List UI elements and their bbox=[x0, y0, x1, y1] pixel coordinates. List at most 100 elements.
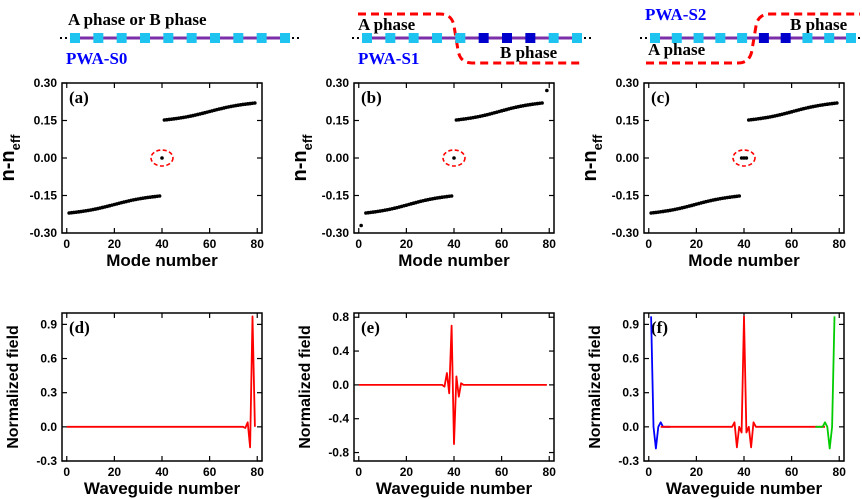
waveguide-site bbox=[455, 33, 466, 43]
schematic-phase-label-2: B phase bbox=[790, 15, 848, 34]
plot-frame bbox=[61, 312, 263, 462]
y-tick-label: 0.30 bbox=[616, 76, 640, 90]
panel-label: (e) bbox=[361, 318, 380, 337]
schematic-row: A phase or B phase PWA-S0 A phase B phas… bbox=[66, 5, 860, 68]
y-tick-label: 0.00 bbox=[616, 151, 640, 165]
x-tick-label: 40 bbox=[737, 465, 751, 479]
x-axis-label: Waveguide number bbox=[666, 479, 823, 498]
x-tick-label: 20 bbox=[690, 237, 704, 251]
x-tick-label: 0 bbox=[355, 465, 362, 479]
data-point bbox=[540, 101, 544, 105]
waveguide-site bbox=[70, 33, 80, 43]
chart-panel: 0 20 40 60 80 -0.30 -0.15 0.00 0.15 0.30 Mode numb… bbox=[579, 76, 846, 270]
x-tick-label: 40 bbox=[447, 237, 461, 251]
waveguide-site bbox=[846, 33, 856, 43]
field-line bbox=[358, 324, 547, 446]
waveguide-site bbox=[408, 33, 419, 43]
x-tick-label: 80 bbox=[543, 237, 557, 251]
x-tick-label: 80 bbox=[251, 237, 265, 251]
panel-label: (d) bbox=[69, 318, 90, 337]
schematic-phase-label: A phase bbox=[648, 40, 706, 59]
x-tick-label: 0 bbox=[63, 465, 70, 479]
y-tick-label: -0.3 bbox=[36, 454, 57, 468]
y-tick-label: 0.0 bbox=[332, 378, 349, 392]
zero-mode-highlight bbox=[732, 149, 756, 167]
y-tick-label: 0.4 bbox=[332, 344, 349, 358]
waveguide-site bbox=[693, 33, 704, 43]
waveguide-site bbox=[280, 33, 290, 43]
y-axis-label: n-neff bbox=[579, 134, 605, 182]
x-tick-label: 60 bbox=[495, 465, 509, 479]
y-axis-label: n-neff bbox=[289, 134, 315, 182]
data-point bbox=[449, 194, 454, 198]
x-tick-label: 60 bbox=[785, 237, 799, 251]
panel-label: (f) bbox=[651, 318, 668, 337]
y-tick-label: 0.3 bbox=[622, 386, 639, 400]
y-tick-label: 0.8 bbox=[332, 310, 349, 324]
x-tick-label: 80 bbox=[543, 465, 557, 479]
waveguide-site bbox=[210, 33, 220, 43]
data-point bbox=[744, 156, 749, 160]
waveguide-site bbox=[362, 33, 372, 43]
y-axis-label: Normalized field bbox=[297, 325, 314, 449]
chart-panel: 0 20 40 60 80 -0.30 -0.15 0.00 0.15 0.30 Mode numb… bbox=[289, 76, 556, 270]
y-tick-label: 0.6 bbox=[622, 352, 639, 366]
x-tick-label: 40 bbox=[447, 465, 461, 479]
waveguide-site bbox=[780, 33, 791, 43]
panel-label: (a) bbox=[69, 88, 89, 107]
x-tick-label: 0 bbox=[63, 237, 70, 251]
waveguide-site bbox=[385, 33, 396, 43]
schematic-structure-label: PWA-S2 bbox=[645, 5, 706, 24]
waveguide-site bbox=[116, 33, 127, 43]
x-tick-label: 20 bbox=[400, 465, 414, 479]
y-tick-label: -0.30 bbox=[30, 226, 58, 240]
chart-panel: 0 20 40 60 80 -0.30 -0.15 0.00 0.15 0.30 Mode numb… bbox=[0, 76, 264, 270]
panel-label: (c) bbox=[651, 88, 670, 107]
x-tick-label: 0 bbox=[645, 237, 652, 251]
waveguide-chains bbox=[60, 33, 862, 43]
panel-label: (b) bbox=[361, 88, 382, 107]
data-point bbox=[737, 194, 742, 198]
x-tick-label: 40 bbox=[155, 465, 169, 479]
schematic-structure-label: PWA-S1 bbox=[358, 49, 419, 68]
y-tick-label: 0.00 bbox=[326, 151, 350, 165]
y-tick-label: 0.0 bbox=[622, 420, 639, 434]
x-tick-label: 20 bbox=[108, 237, 122, 251]
schematic-phase-label: A phase or B phase bbox=[68, 10, 207, 29]
waveguide-site bbox=[233, 33, 244, 43]
y-tick-label: -0.30 bbox=[612, 226, 640, 240]
y-tick-label: -0.15 bbox=[322, 189, 350, 203]
y-tick-label: 0.00 bbox=[34, 151, 58, 165]
phase-boundary-dashed bbox=[646, 12, 860, 65]
waveguide-site bbox=[572, 33, 582, 43]
waveguide-site bbox=[758, 33, 769, 43]
zero-mode-highlight bbox=[150, 149, 174, 167]
x-tick-label: 40 bbox=[737, 237, 751, 251]
chart-panel: 0 20 40 60 80 -0.3 0.0 0.3 0.6 0.9 Waveguide numbe… bbox=[587, 312, 846, 498]
data-point bbox=[452, 156, 456, 160]
x-tick-label: 40 bbox=[155, 237, 169, 251]
x-axis-label: Waveguide number bbox=[376, 479, 533, 498]
data-point bbox=[835, 101, 839, 105]
x-tick-label: 80 bbox=[833, 237, 847, 251]
y-tick-label: 0.30 bbox=[326, 76, 350, 90]
field-line bbox=[660, 315, 825, 449]
data-point bbox=[545, 88, 549, 93]
y-tick-label: -0.15 bbox=[30, 189, 58, 203]
x-tick-label: 20 bbox=[400, 237, 414, 251]
y-axis-label: Normalized field bbox=[5, 325, 22, 449]
waveguide-site bbox=[186, 33, 197, 43]
x-tick-label: 80 bbox=[251, 465, 265, 479]
x-tick-label: 20 bbox=[690, 465, 704, 479]
zero-mode-highlight bbox=[442, 149, 466, 167]
x-tick-label: 0 bbox=[645, 465, 652, 479]
x-tick-label: 60 bbox=[203, 237, 217, 251]
x-axis-label: Mode number bbox=[688, 251, 800, 270]
field-line bbox=[66, 315, 256, 449]
chart-panel: 0 20 40 60 80 -0.3 0.0 0.3 0.6 0.9 Waveguide numbe… bbox=[5, 312, 265, 498]
schematic-phase-label: A phase bbox=[358, 15, 416, 34]
chart-panel: 0 20 40 60 80 -0.8 -0.4 0.0 0.4 0.8 Waveguide numb… bbox=[297, 310, 556, 498]
y-tick-label: 0.9 bbox=[40, 317, 57, 331]
y-tick-label: -0.3 bbox=[618, 454, 639, 468]
